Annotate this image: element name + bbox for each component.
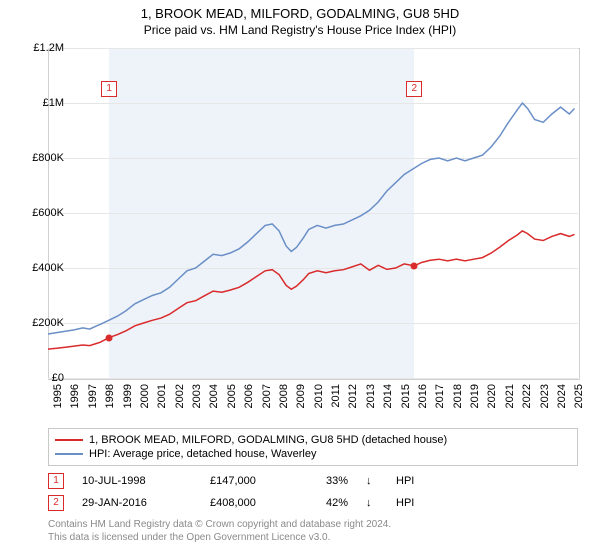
sale-price: £147,000 bbox=[210, 475, 290, 487]
y-tick-label: £0 bbox=[52, 372, 64, 384]
sales-table: 1 10-JUL-1998 £147,000 33% ↓ HPI 2 29-JAN-2016 £… bbox=[48, 470, 578, 514]
x-tick-label: 2014 bbox=[382, 384, 394, 408]
legend-label: 1, BROOK MEAD, MILFORD, GODALMING, GU8 5… bbox=[89, 434, 447, 446]
x-tick-label: 2025 bbox=[573, 384, 585, 408]
sale-date: 29-JAN-2016 bbox=[82, 497, 192, 509]
x-tick-label: 1995 bbox=[52, 384, 64, 408]
sale-pct: 33% bbox=[308, 475, 348, 487]
y-tick-label: £1M bbox=[43, 97, 64, 109]
gridline bbox=[48, 378, 578, 379]
sale-price: £408,000 bbox=[210, 497, 290, 509]
x-tick-label: 2018 bbox=[452, 384, 464, 408]
x-tick-label: 2017 bbox=[434, 384, 446, 408]
chart-subtitle: Price paid vs. HM Land Registry's House … bbox=[0, 21, 600, 41]
x-tick-label: 2009 bbox=[295, 384, 307, 408]
footer-line-2: This data is licensed under the Open Gov… bbox=[48, 531, 578, 544]
sale-row: 1 10-JUL-1998 £147,000 33% ↓ HPI bbox=[48, 470, 578, 492]
x-tick-label: 2008 bbox=[278, 384, 290, 408]
x-tick-label: 2002 bbox=[174, 384, 186, 408]
x-tick-label: 2011 bbox=[330, 384, 342, 408]
sale-dot-1 bbox=[106, 334, 113, 341]
x-tick-label: 2020 bbox=[486, 384, 498, 408]
y-tick-label: £800K bbox=[32, 152, 64, 164]
x-tick-label: 2000 bbox=[139, 384, 151, 408]
legend-box: 1, BROOK MEAD, MILFORD, GODALMING, GU8 5… bbox=[48, 428, 578, 466]
sale-pct: 42% bbox=[308, 497, 348, 509]
sale-marker-2: 2 bbox=[406, 81, 422, 97]
y-tick-label: £1.2M bbox=[33, 42, 64, 54]
legend-item: 1, BROOK MEAD, MILFORD, GODALMING, GU8 5… bbox=[55, 433, 571, 447]
x-tick-label: 2004 bbox=[208, 384, 220, 408]
x-tick-label: 1998 bbox=[104, 384, 116, 408]
line-paths bbox=[48, 48, 578, 378]
x-tick-label: 2019 bbox=[469, 384, 481, 408]
x-tick-label: 2010 bbox=[313, 384, 325, 408]
series-hpi bbox=[48, 103, 575, 334]
y-tick-label: £400K bbox=[32, 262, 64, 274]
sale-dot-2 bbox=[411, 262, 418, 269]
legend-label: HPI: Average price, detached house, Wave… bbox=[89, 448, 316, 460]
chart-container: 1, BROOK MEAD, MILFORD, GODALMING, GU8 5… bbox=[0, 0, 600, 560]
x-tick-label: 1997 bbox=[87, 384, 99, 408]
series-property bbox=[48, 231, 575, 349]
sale-row-marker: 1 bbox=[48, 473, 64, 489]
legend-swatch bbox=[55, 453, 83, 455]
down-arrow-icon: ↓ bbox=[366, 497, 378, 509]
sale-hpi-label: HPI bbox=[396, 475, 426, 487]
y-tick-label: £600K bbox=[32, 207, 64, 219]
footer-line-1: Contains HM Land Registry data © Crown c… bbox=[48, 518, 578, 531]
x-tick-label: 2023 bbox=[539, 384, 551, 408]
x-tick-label: 2021 bbox=[504, 384, 516, 408]
x-tick-label: 1996 bbox=[69, 384, 81, 408]
legend-item: HPI: Average price, detached house, Wave… bbox=[55, 447, 571, 461]
x-tick-label: 2024 bbox=[556, 384, 568, 408]
x-tick-label: 1999 bbox=[122, 384, 134, 408]
sale-hpi-label: HPI bbox=[396, 497, 426, 509]
sale-row-marker: 2 bbox=[48, 495, 64, 511]
y-tick-label: £200K bbox=[32, 317, 64, 329]
sale-row: 2 29-JAN-2016 £408,000 42% ↓ HPI bbox=[48, 492, 578, 514]
x-tick-label: 2001 bbox=[156, 384, 168, 408]
x-tick-label: 2007 bbox=[261, 384, 273, 408]
sale-marker-1: 1 bbox=[101, 81, 117, 97]
x-tick-label: 2013 bbox=[365, 384, 377, 408]
x-tick-label: 2016 bbox=[417, 384, 429, 408]
x-tick-label: 2003 bbox=[191, 384, 203, 408]
footer-attribution: Contains HM Land Registry data © Crown c… bbox=[48, 518, 578, 544]
x-tick-label: 2015 bbox=[400, 384, 412, 408]
x-tick-label: 2005 bbox=[226, 384, 238, 408]
chart-title: 1, BROOK MEAD, MILFORD, GODALMING, GU8 5… bbox=[0, 0, 600, 21]
plot-area: 12 bbox=[48, 48, 578, 378]
sale-date: 10-JUL-1998 bbox=[82, 475, 192, 487]
x-tick-label: 2022 bbox=[521, 384, 533, 408]
x-tick-label: 2006 bbox=[243, 384, 255, 408]
x-tick-label: 2012 bbox=[347, 384, 359, 408]
legend-swatch bbox=[55, 439, 83, 441]
down-arrow-icon: ↓ bbox=[366, 475, 378, 487]
